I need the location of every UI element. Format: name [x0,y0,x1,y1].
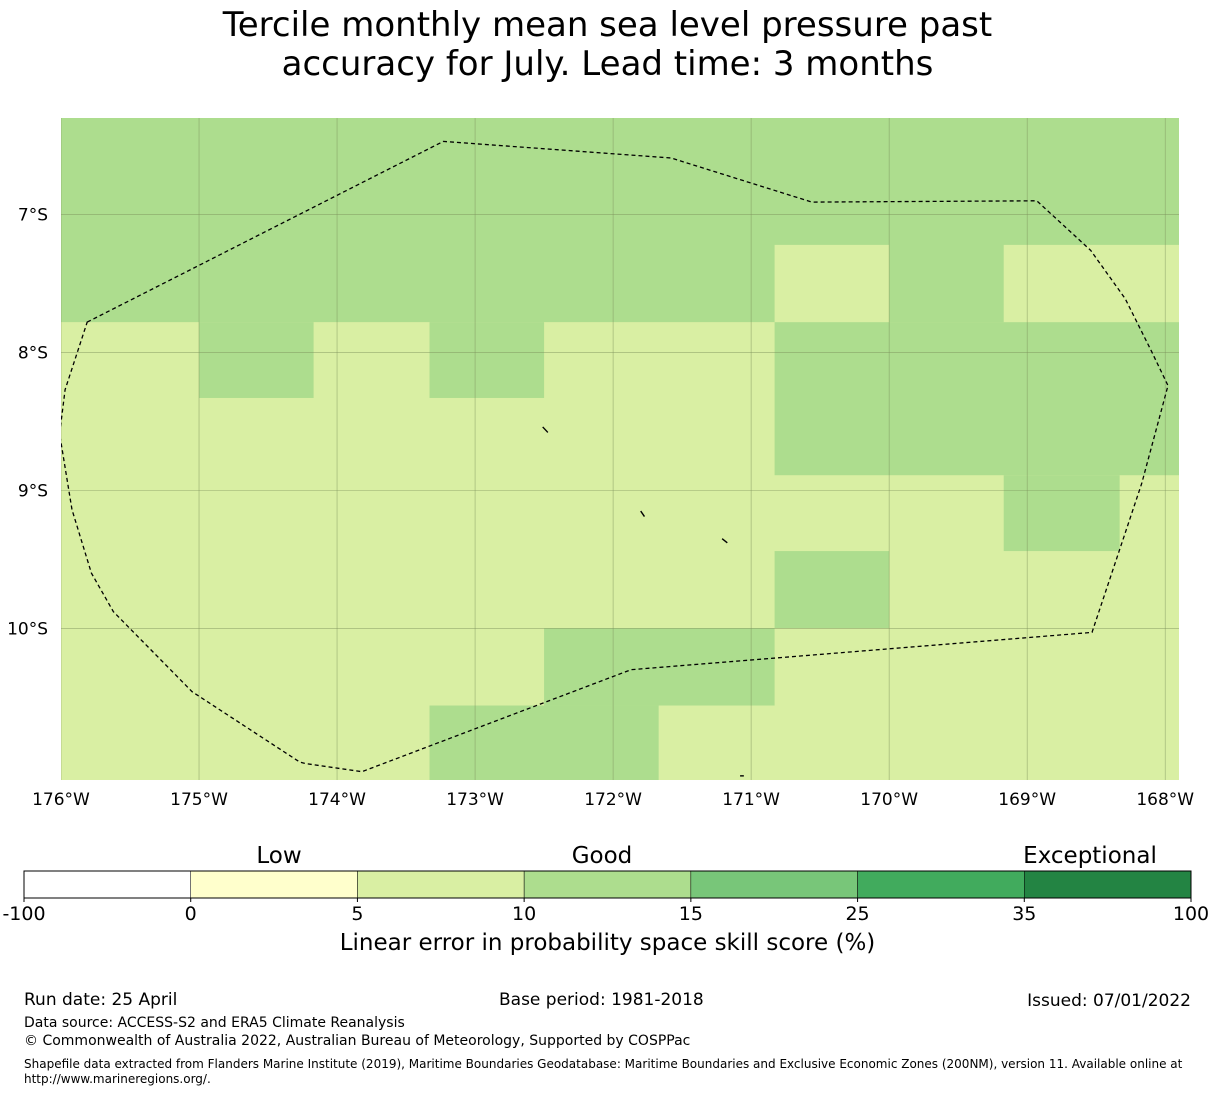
colorbar-tick-label: 25 [845,903,869,925]
lon-tick-label: 170°W [860,790,918,810]
issued-date: Issued: 07/01/2022 [1027,991,1191,1011]
colorbar-tick-label: 35 [1012,903,1036,925]
colorbar-bin [857,870,1025,899]
colorbar-label: Linear error in probability space skill … [339,930,876,956]
category-good-label: Good [571,843,633,869]
run-date: Run date: 25 April [24,990,178,1010]
skill-cell-10-15 [774,322,1179,476]
colorbar-bin [190,870,358,899]
lat-tick-label: 9°S [18,481,48,501]
copyright-notice: © Commonwealth of Australia 2022, Austra… [24,1033,691,1049]
lon-tick-label: 173°W [446,790,504,810]
colorbar: -100 0 5 10 15 25 35 100 [2,870,1209,925]
category-exceptional-label: Exceptional [1023,843,1157,869]
lon-tick-label: 168°W [1136,790,1194,810]
lon-tick-label: 174°W [308,790,366,810]
skill-cell-10-15 [429,705,659,780]
skill-cell-10-15 [199,322,314,398]
skill-cell-10-15 [544,628,775,706]
title-line-1: Tercile monthly mean sea level pressure … [222,5,993,45]
lon-tick-label: 171°W [722,790,780,810]
skill-cell-5-10 [774,244,890,323]
shapefile-note: Shapefile data extracted from Flanders M… [24,1057,1183,1086]
skill-cell-10-15 [1003,475,1120,552]
base-period: Base period: 1981-2018 [499,990,704,1010]
category-low-label: Low [256,843,302,869]
lon-tick-label: 175°W [170,790,228,810]
colorbar-tick-label: 0 [185,903,197,925]
eez-boundary [61,140,1169,773]
lat-tick-label: 10°S [7,619,48,639]
title-line-2: accuracy for July. Lead time: 3 months [281,44,934,84]
colorbar-tick-label: 5 [351,903,363,925]
colorbar-bin [523,870,692,899]
lon-tick-label: 176°W [32,790,90,810]
lat-tick-label: 8°S [18,343,48,363]
skill-cell-10-15 [774,551,890,629]
colorbar-frame [23,870,1192,899]
island [542,426,549,433]
island [640,510,646,517]
colorbar-tick-label: 15 [679,903,703,925]
chart-title: Tercile monthly mean sea level pressure … [0,6,1215,84]
colorbar-tick-label: 10 [512,903,536,925]
colorbar-bin [1024,870,1192,899]
lat-tick-label: 7°S [18,206,48,226]
skill-cell-10-15 [429,322,545,398]
lon-tick-label: 169°W [998,790,1056,810]
colorbar-tick-label: -100 [2,903,45,925]
colorbar-bin [690,870,858,899]
data-source: Data source: ACCESS-S2 and ERA5 Climate … [24,1015,405,1031]
map-area [61,118,1179,780]
island [721,538,728,544]
skill-cell-10-15 [889,244,1004,323]
colorbar-bin [357,870,525,899]
colorbar-tick-label: 100 [1173,903,1209,925]
lon-tick-label: 172°W [584,790,642,810]
colorbar-bin [23,870,191,899]
skill-cell-5-10 [1003,244,1179,323]
